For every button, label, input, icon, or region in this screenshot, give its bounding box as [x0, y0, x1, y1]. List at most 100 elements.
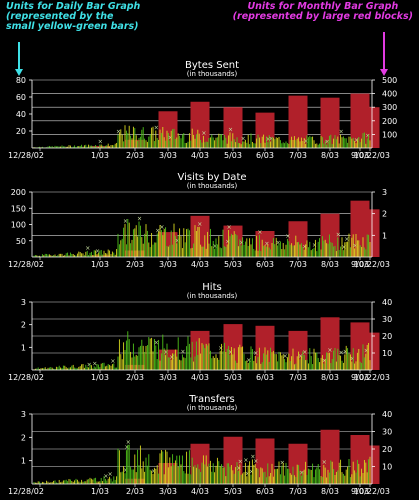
monthly-bar: [255, 231, 275, 257]
x-tick-label: 8/03: [321, 151, 339, 160]
right-tick-label: 40: [382, 410, 392, 419]
daily-marker: ×: [343, 348, 348, 355]
x-tick-label: 10/22/03: [354, 373, 390, 382]
daily-marker: ×: [339, 350, 344, 357]
monthly-units-note: Units for Monthly Bar Graph (represented…: [233, 2, 413, 22]
note-line: (represented by the: [6, 11, 114, 22]
x-tick-label: 6/03: [256, 260, 274, 269]
daily-marker: ×: [154, 125, 159, 132]
left-tick-label: 20: [16, 127, 26, 136]
daily-units-arrow: [15, 42, 23, 76]
daily-marker: ×: [302, 244, 307, 251]
left-tick-label: 40: [16, 110, 26, 119]
chart-panel: Bytes Sent(in thousands)××××××× ×× × ××××20…: [8, 60, 397, 160]
x-tick-label: 2/03: [126, 260, 144, 269]
daily-marker: ×: [325, 139, 330, 146]
right-tick-label: 40: [382, 298, 392, 307]
daily-marker: ×: [353, 242, 358, 249]
left-tick-label: 60: [16, 93, 26, 102]
monthly-bar: [360, 209, 380, 257]
daily-marker: ×: [245, 470, 250, 477]
daily-marker: ×: [253, 350, 258, 357]
x-tick-label: 9/03: [351, 260, 369, 269]
x-tick-label: 1/03: [91, 487, 109, 496]
daily-marker: ×: [124, 444, 129, 451]
left-tick-label: 200: [11, 188, 26, 197]
daily-marker: ×: [123, 218, 128, 225]
left-tick-label: 3: [21, 410, 26, 419]
daily-marker: ×: [103, 473, 108, 480]
daily-marker: ×: [266, 136, 271, 143]
right-tick-label: 400: [382, 90, 397, 99]
x-tick-label: 3/03: [159, 487, 177, 496]
monthly-units-arrow-head: [380, 69, 388, 76]
daily-marker: ×: [243, 457, 248, 464]
note-line: small yellow-green bars): [6, 21, 139, 32]
daily-marker: ×: [126, 439, 131, 446]
left-tick-label: 100: [11, 221, 26, 230]
x-tick-label: 8/03: [321, 373, 339, 382]
daily-marker: ×: [280, 460, 285, 467]
daily-marker: ×: [257, 229, 262, 236]
daily-marker: ×: [339, 129, 344, 136]
daily-marker: ×: [228, 126, 233, 133]
daily-marker: ×: [227, 224, 232, 231]
daily-marker: ×: [175, 237, 180, 244]
right-tick-label: 1: [382, 231, 387, 240]
right-tick-label: 30: [382, 428, 392, 437]
left-tick-label: 80: [16, 76, 26, 85]
monthly-bar: [288, 95, 308, 148]
daily-marker: ×: [283, 353, 288, 360]
daily-marker: ×: [264, 241, 269, 248]
daily-marker: ×: [354, 137, 359, 144]
right-tick-label: 500: [382, 76, 397, 85]
left-tick-label: 2: [21, 321, 26, 330]
daily-marker: ×: [95, 248, 100, 255]
x-tick-label: 6/03: [256, 151, 274, 160]
daily-marker: ×: [164, 349, 169, 356]
note-line: Units for Monthly Bar Graph: [247, 1, 399, 12]
daily-marker: ×: [110, 358, 115, 365]
x-tick-label: 7/03: [289, 151, 307, 160]
x-tick-label: 10/22/03: [354, 487, 390, 496]
x-tick-label: 12/28/02: [8, 151, 44, 160]
chart-subtitle: (in thousands): [187, 292, 238, 300]
daily-marker: ×: [108, 471, 113, 478]
x-tick-label: 1/03: [91, 151, 109, 160]
daily-marker: ×: [336, 231, 341, 238]
daily-marker: ×: [159, 224, 164, 231]
chart-subtitle: (in thousands): [187, 70, 238, 78]
note-line: (represented by large red blocks): [232, 11, 413, 22]
daily-marker: ×: [249, 469, 254, 476]
daily-marker: ×: [250, 453, 255, 460]
daily-marker: ×: [197, 221, 202, 228]
daily-marker: ×: [327, 347, 332, 354]
x-tick-label: 3/03: [159, 260, 177, 269]
x-tick-label: 9/03: [351, 373, 369, 382]
daily-marker: ×: [299, 470, 304, 477]
x-tick-label: 7/03: [289, 373, 307, 382]
x-tick-label: 9/03: [351, 487, 369, 496]
daily-marker: ×: [312, 242, 317, 249]
daily-marker: ×: [246, 357, 251, 364]
left-tick-label: 1: [21, 457, 26, 466]
daily-marker: ×: [298, 353, 303, 360]
x-tick-label: 5/03: [224, 487, 242, 496]
chart-title: Bytes Sent: [185, 60, 239, 71]
note-line: Units for Daily Bar Graph: [6, 1, 141, 12]
daily-marker: ×: [322, 358, 327, 365]
daily-marker: ×: [322, 459, 327, 466]
daily-marker: ×: [285, 233, 290, 240]
daily-marker: ×: [87, 361, 92, 368]
x-tick-label: 5/03: [224, 151, 242, 160]
left-tick-label: 2: [21, 433, 26, 442]
x-tick-label: 3/03: [159, 151, 177, 160]
chart-title: Transfers: [188, 394, 234, 405]
x-tick-label: 6/03: [256, 487, 274, 496]
x-tick-label: 10/22/03: [354, 151, 390, 160]
x-tick-label: 12/28/02: [8, 487, 44, 496]
daily-marker: ×: [228, 349, 233, 356]
x-tick-label: 1/03: [91, 260, 109, 269]
daily-marker: ×: [218, 345, 223, 352]
daily-marker: ×: [151, 468, 156, 475]
